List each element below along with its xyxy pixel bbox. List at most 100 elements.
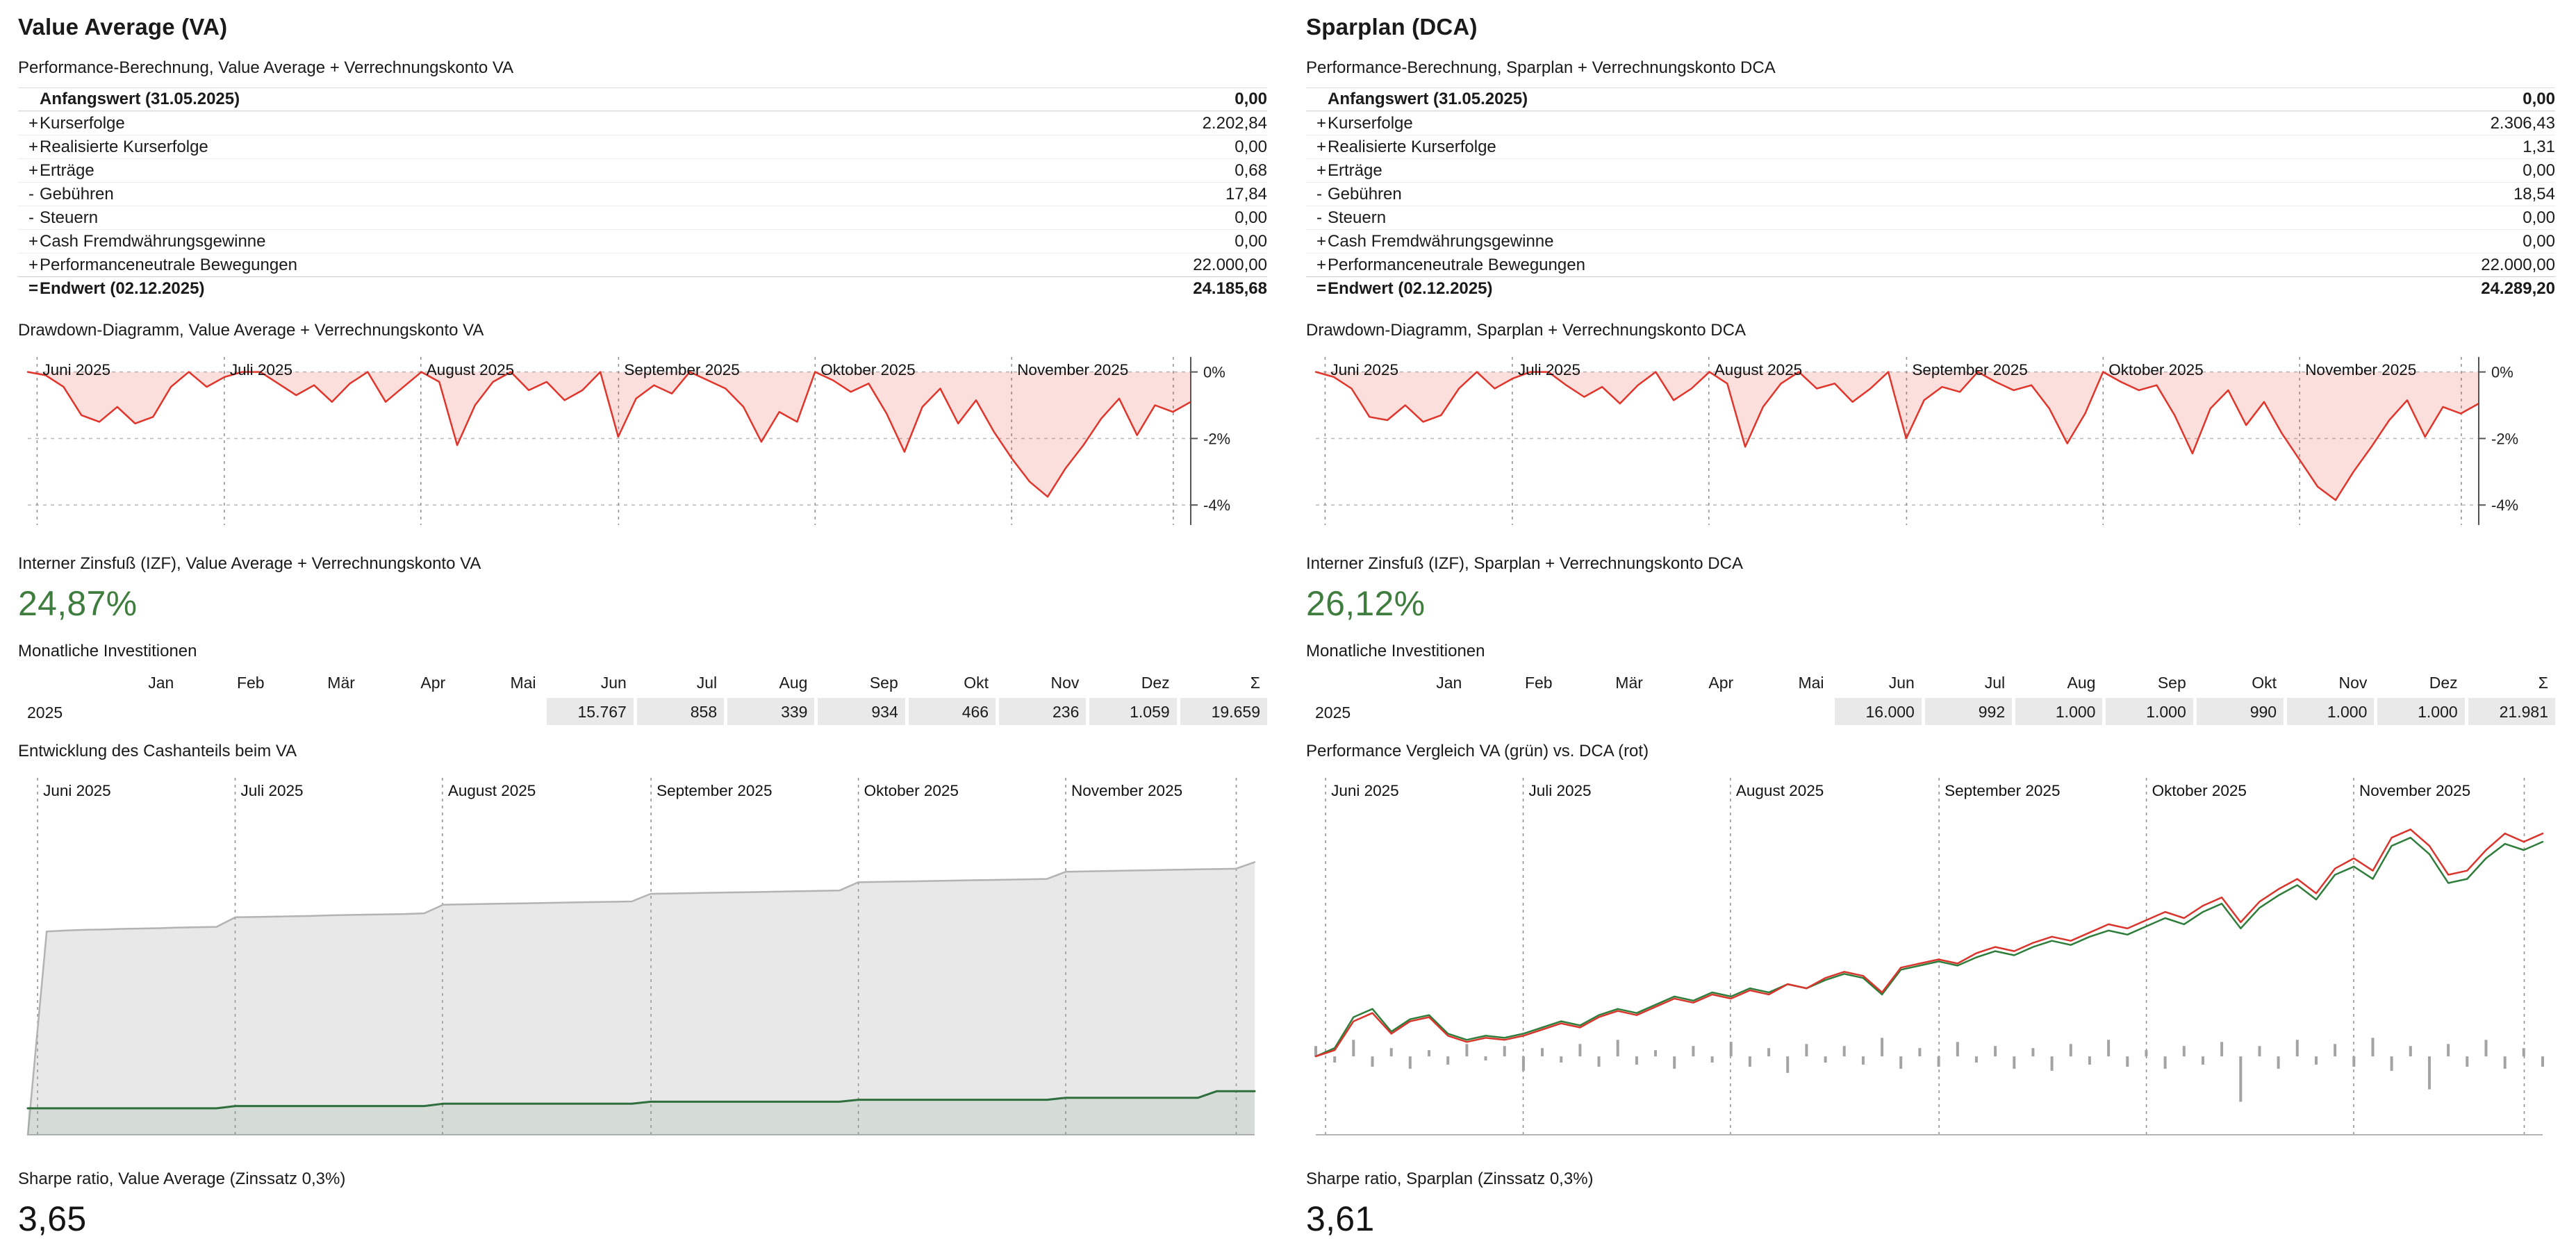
investment-cell bbox=[1744, 698, 1831, 725]
izf-section-label: Interner Zinsfuß (IZF), Value Average + … bbox=[18, 554, 481, 573]
report-grid: Value Average (VA) Performance-Berechnun… bbox=[18, 11, 2555, 1257]
svg-text:Oktober 2025: Oktober 2025 bbox=[2108, 361, 2203, 378]
row-sign: - bbox=[28, 208, 34, 227]
svg-text:Juni 2025: Juni 2025 bbox=[43, 782, 111, 799]
performance-row: + Performanceneutrale Bewegungen 22.000,00 bbox=[18, 253, 1267, 276]
row-value: 2.202,84 bbox=[1202, 113, 1267, 133]
month-header: Apr bbox=[420, 674, 446, 692]
row-value: 17,84 bbox=[1225, 184, 1267, 203]
row-label: Performanceneutrale Bewegungen bbox=[40, 255, 297, 274]
svg-text:Juni 2025: Juni 2025 bbox=[1330, 361, 1398, 378]
investment-cell: 15.767 bbox=[546, 698, 634, 725]
sharpe-section-label: Sharpe ratio, Value Average (Zinssatz 0,… bbox=[18, 1169, 346, 1188]
performance-row: + Cash Fremdwährungsgewinne 0,00 bbox=[1306, 229, 2555, 253]
investment-cell bbox=[184, 698, 271, 725]
row-sign: + bbox=[1316, 160, 1327, 180]
row-value: 0,00 bbox=[1235, 231, 1267, 251]
row-label: Anfangswert (31.05.2025) bbox=[1328, 90, 1528, 108]
svg-text:-2%: -2% bbox=[2491, 430, 2518, 447]
investment-cell bbox=[1563, 698, 1650, 725]
performance-section-label: Performance-Berechnung, Value Average + … bbox=[18, 58, 514, 77]
month-header: Apr bbox=[1708, 674, 1734, 692]
svg-text:September 2025: September 2025 bbox=[1912, 361, 2027, 378]
row-value: 2.306,43 bbox=[2490, 113, 2555, 133]
performance-compare-chart[interactable]: Juni 2025 Juli 2025 August 2025 September 2… bbox=[1306, 771, 2555, 1143]
row-sign: - bbox=[1316, 208, 1322, 227]
year-label: 2025 bbox=[1315, 704, 1351, 722]
row-value: 0,00 bbox=[1235, 90, 1267, 108]
row-value: 0,68 bbox=[1235, 160, 1267, 180]
svg-text:Oktober 2025: Oktober 2025 bbox=[2152, 782, 2247, 799]
row-label: Kurserfolge bbox=[1328, 113, 1413, 133]
row-label: Endwert (02.12.2025) bbox=[40, 278, 205, 298]
izf-value: 26,12% bbox=[1306, 584, 1426, 623]
svg-text:Juli 2025: Juli 2025 bbox=[241, 782, 304, 799]
panel-value-average: Value Average (VA) Performance-Berechnun… bbox=[18, 11, 1267, 1257]
row-label: Performanceneutrale Bewegungen bbox=[1328, 255, 1585, 274]
svg-text:Juli 2025: Juli 2025 bbox=[230, 361, 292, 378]
row-value: 24.185,68 bbox=[1193, 278, 1267, 298]
drawdown-section-label: Drawdown-Diagramm, Value Average + Verre… bbox=[18, 321, 484, 340]
month-header: Okt bbox=[2252, 674, 2277, 692]
svg-text:September 2025: September 2025 bbox=[657, 782, 772, 799]
performance-row: + Kurserfolge 2.306,43 bbox=[1306, 111, 2555, 135]
month-header: Jul bbox=[696, 674, 718, 692]
row-label: Steuern bbox=[1328, 208, 1387, 227]
row-sign: + bbox=[1316, 231, 1327, 251]
investment-cell bbox=[94, 698, 181, 725]
performance-row: + Erträge 0,00 bbox=[1306, 158, 2555, 182]
row-label: Erträge bbox=[40, 160, 94, 180]
month-header: Jan bbox=[1436, 674, 1462, 692]
investment-cell: 1.059 bbox=[1089, 698, 1177, 725]
page-title-va: Value Average (VA) bbox=[18, 14, 228, 40]
month-header: Feb bbox=[1524, 674, 1553, 692]
month-header: Nov bbox=[1050, 674, 1080, 692]
performance-row: + Performanceneutrale Bewegungen 22.000,00 bbox=[1306, 253, 2555, 276]
row-value: 18,54 bbox=[2513, 184, 2555, 203]
row-value: 22.000,00 bbox=[2481, 255, 2555, 274]
panel-sparplan-dca: Sparplan (DCA) Performance-Berechnung, S… bbox=[1306, 11, 2555, 1257]
month-header: Jul bbox=[1984, 674, 2006, 692]
month-header: Jun bbox=[600, 674, 627, 692]
performance-row: Anfangswert (31.05.2025) 0,00 bbox=[18, 88, 1267, 111]
performance-row: Anfangswert (31.05.2025) 0,00 bbox=[1306, 88, 2555, 111]
drawdown-chart-va[interactable]: 0% -2% -4% Juni 2025 Juli 2025 August 2025 Sep… bbox=[18, 350, 1267, 533]
performance-table: Anfangswert (31.05.2025) 0,00 + Kurserfolge… bbox=[1306, 88, 2555, 300]
month-header: Mär bbox=[1615, 674, 1643, 692]
row-value: 0,00 bbox=[2523, 208, 2555, 227]
row-sign: + bbox=[28, 255, 39, 274]
svg-text:Juli 2025: Juli 2025 bbox=[1529, 782, 1592, 799]
svg-text:August 2025: August 2025 bbox=[427, 361, 514, 378]
investment-cell bbox=[1382, 698, 1469, 725]
svg-text:September 2025: September 2025 bbox=[624, 361, 739, 378]
investment-cell: 1.000 bbox=[2015, 698, 2103, 725]
svg-text:Juni 2025: Juni 2025 bbox=[42, 361, 110, 378]
month-header: Sep bbox=[869, 674, 898, 692]
drawdown-chart-dca[interactable]: 0% -2% -4% Juni 2025 Juli 2025 August 2025 Sep… bbox=[1306, 350, 2555, 533]
month-header: Aug bbox=[779, 674, 808, 692]
svg-text:August 2025: August 2025 bbox=[448, 782, 536, 799]
row-sign: + bbox=[28, 137, 39, 156]
month-header: Mai bbox=[510, 674, 536, 692]
month-header: Σ bbox=[2538, 674, 2548, 692]
monthly-investments-table: Jan Feb Mär Apr Mai Jun Jul Aug Sep Okt Nov Dez Σ 202… bbox=[18, 671, 1267, 725]
cash-chart-label: Entwicklung des Cashanteils beim VA bbox=[18, 742, 297, 760]
performance-row: - Steuern 0,00 bbox=[1306, 206, 2555, 229]
performance-row: - Steuern 0,00 bbox=[18, 206, 1267, 229]
investment-cell: 466 bbox=[908, 698, 996, 725]
performance-row: - Gebühren 18,54 bbox=[1306, 182, 2555, 206]
performance-row: - Gebühren 17,84 bbox=[18, 182, 1267, 206]
row-label: Cash Fremdwährungsgewinne bbox=[40, 231, 266, 251]
investment-cell bbox=[456, 698, 543, 725]
performance-row: + Cash Fremdwährungsgewinne 0,00 bbox=[18, 229, 1267, 253]
svg-text:November 2025: November 2025 bbox=[1017, 361, 1128, 378]
investment-cell: 1.000 bbox=[2377, 698, 2465, 725]
month-header: Jun bbox=[1888, 674, 1915, 692]
investment-cell: 21.981 bbox=[2468, 698, 2555, 725]
month-header: Sep bbox=[2157, 674, 2186, 692]
row-sign: - bbox=[28, 184, 34, 203]
investments-section-label: Monatliche Investitionen bbox=[1306, 642, 1485, 660]
month-header: Dez bbox=[2429, 674, 2458, 692]
investment-cell: 990 bbox=[2196, 698, 2284, 725]
cash-share-chart[interactable]: Juni 2025 Juli 2025 August 2025 September 2… bbox=[18, 771, 1267, 1143]
